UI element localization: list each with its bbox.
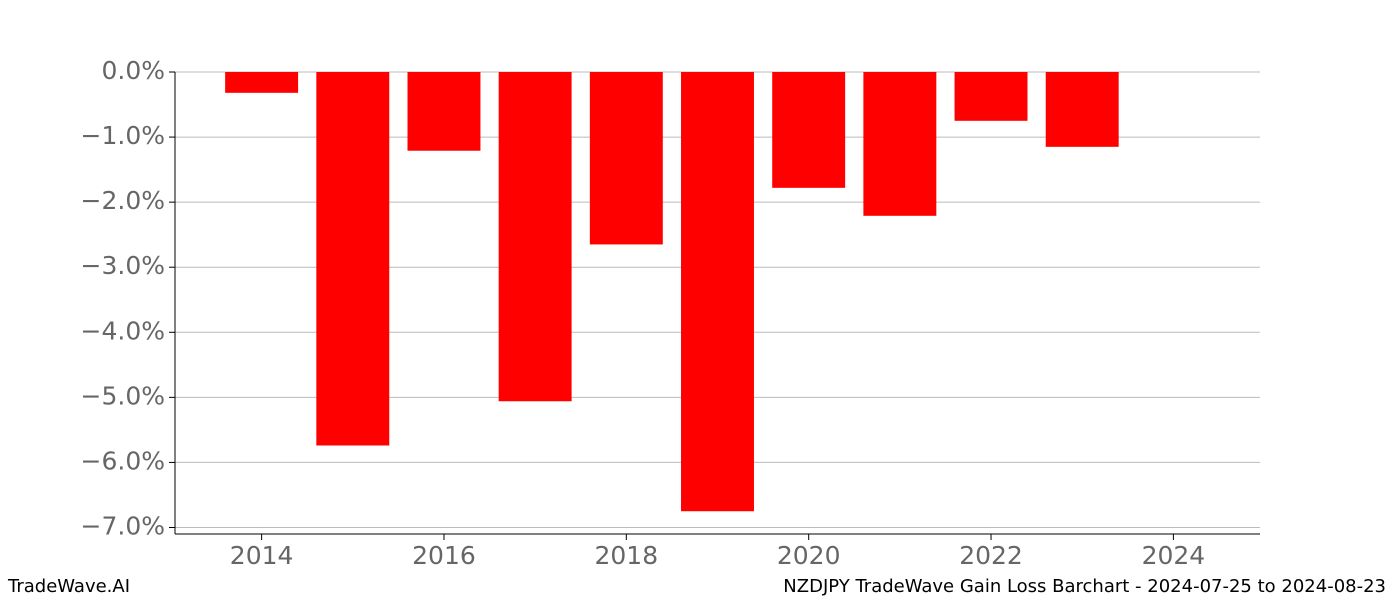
x-tick-label: 2024 bbox=[1142, 541, 1206, 570]
y-tick-label: −6.0% bbox=[81, 446, 165, 475]
y-tick-label: −7.0% bbox=[81, 511, 165, 540]
bar bbox=[863, 72, 937, 216]
y-tick-label: −3.0% bbox=[81, 251, 165, 280]
y-tick-label: 0.0% bbox=[101, 56, 165, 85]
x-tick-label: 2018 bbox=[595, 541, 659, 570]
bar bbox=[407, 72, 481, 151]
x-tick-label: 2016 bbox=[412, 541, 476, 570]
x-tick-label: 2022 bbox=[959, 541, 1023, 570]
y-tick-label: −1.0% bbox=[81, 121, 165, 150]
y-tick-label: −2.0% bbox=[81, 186, 165, 215]
x-tick-label: 2014 bbox=[230, 541, 294, 570]
bar bbox=[772, 72, 846, 188]
bar bbox=[498, 72, 572, 402]
y-tick-label: −4.0% bbox=[81, 316, 165, 345]
bar bbox=[589, 72, 663, 245]
bar bbox=[1045, 72, 1119, 147]
bar bbox=[954, 72, 1028, 121]
bar bbox=[681, 72, 754, 512]
y-tick-label: −5.0% bbox=[81, 381, 165, 410]
bar bbox=[316, 72, 390, 446]
footer-left: TradeWave.AI bbox=[7, 576, 130, 597]
footer-right: NZDJPY TradeWave Gain Loss Barchart - 20… bbox=[783, 576, 1386, 597]
bar bbox=[225, 72, 299, 93]
x-tick-label: 2020 bbox=[777, 541, 841, 570]
